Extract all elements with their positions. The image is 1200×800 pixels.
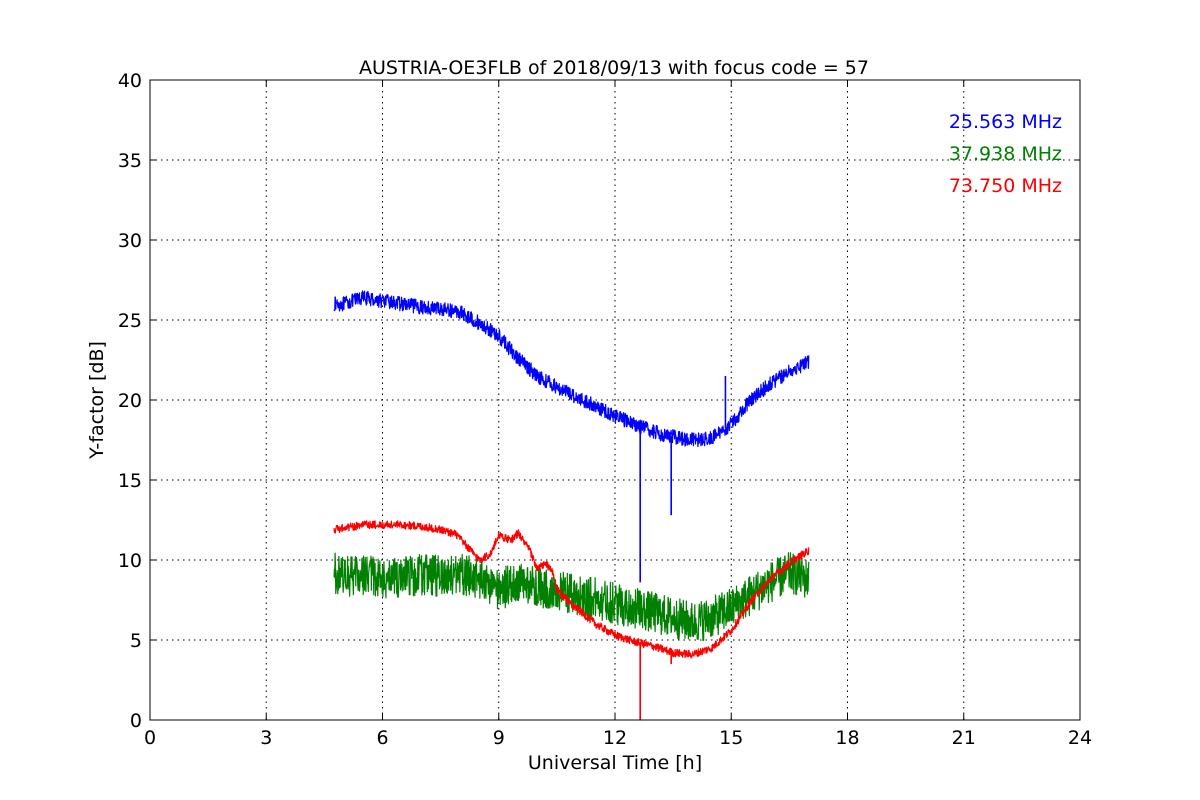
- legend: 25.563 MHz 37.938 MHz 73.750 MHz: [949, 111, 1062, 197]
- series-25-563: [333, 290, 810, 583]
- series-73-750: [333, 520, 810, 720]
- x-tick-label: 24: [1068, 727, 1092, 749]
- legend-entry-25-563: 25.563 MHz: [949, 111, 1062, 133]
- x-tick-label: 15: [719, 727, 743, 749]
- grid-lines: [150, 80, 1080, 720]
- y-tick-label: 40: [118, 70, 142, 92]
- y-tick-label: 0: [130, 710, 142, 732]
- series-37-938: [333, 552, 810, 642]
- x-tick-label: 3: [260, 727, 272, 749]
- y-tick-label: 25: [118, 310, 142, 332]
- y-tick-label: 10: [118, 550, 142, 572]
- y-tick-label: 35: [118, 150, 142, 172]
- chart-title: AUSTRIA-OE3FLB of 2018/09/13 with focus …: [359, 57, 869, 79]
- x-tick-label: 0: [144, 727, 156, 749]
- x-tick-label: 6: [376, 727, 388, 749]
- legend-entry-73-750: 73.750 MHz: [949, 175, 1062, 197]
- x-tick-label: 18: [835, 727, 859, 749]
- x-tick-label: 21: [952, 727, 976, 749]
- series-line: [333, 552, 810, 642]
- x-tick-label: 9: [493, 727, 505, 749]
- y-axis-label: Y-factor [dB]: [86, 341, 108, 460]
- series-line: [333, 290, 810, 448]
- y-tick-label: 20: [118, 390, 142, 412]
- series-layer: [333, 290, 810, 720]
- series-line: [333, 520, 810, 659]
- y-tick-label: 5: [130, 630, 142, 652]
- legend-entry-37-938: 37.938 MHz: [949, 143, 1062, 165]
- y-tick-label: 30: [118, 230, 142, 252]
- y-tick-label: 15: [118, 470, 142, 492]
- axis-ticks: 0 3 6 9 12 15 18 21 24 0 5 10 15 20 25 30 35 40: [118, 70, 1092, 749]
- x-tick-label: 12: [603, 727, 627, 749]
- x-axis-label: Universal Time [h]: [528, 752, 702, 774]
